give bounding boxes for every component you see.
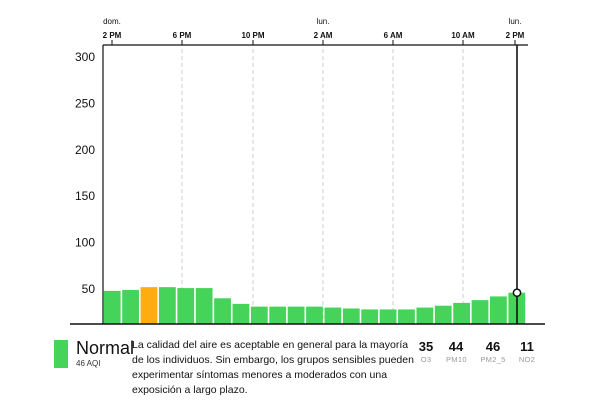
aqi-summary-panel: Normal 46 AQI La calidad del aire es ace… — [0, 330, 600, 400]
aqi-bar — [361, 309, 379, 324]
aqi-bar — [195, 288, 213, 324]
aqi-level-swatch — [54, 340, 68, 368]
pollutant-label: NO2 — [518, 355, 536, 364]
aqi-description: La calidad del aire es aceptable en gene… — [132, 339, 414, 396]
y-tick-label: 200 — [75, 143, 95, 157]
aqi-bar — [158, 287, 176, 324]
x-time-label: 6 AM — [384, 31, 403, 40]
pollutant-value: 11 — [520, 339, 534, 354]
x-day-label: lun. — [317, 17, 330, 26]
x-day-label: lun. — [509, 17, 522, 26]
aqi-bar — [269, 306, 287, 324]
x-time-label: 10 AM — [451, 31, 475, 40]
aqi-bar — [416, 307, 434, 324]
y-tick-label: 100 — [75, 236, 95, 250]
aqi-bar — [342, 308, 360, 324]
y-tick-label: 250 — [75, 96, 95, 110]
pollutant-label: PM10 — [446, 355, 467, 364]
pollutant-no2: 11 NO2 — [518, 338, 536, 365]
aqi-bar — [287, 306, 305, 324]
aqi-bar — [122, 289, 139, 324]
aqi-bar — [232, 303, 250, 324]
pollutant-o3: 35 O3 — [418, 338, 434, 365]
pollutant-pm2-5: 46 PM2_5 — [479, 338, 507, 365]
pollutant-pm10: 44 PM10 — [446, 338, 466, 365]
aqi-bar — [214, 298, 231, 324]
aqi-bar — [103, 290, 121, 324]
aqi-value: 46 AQI — [76, 359, 101, 368]
pollutant-value: 35 — [418, 339, 434, 354]
aqi-bar — [398, 309, 415, 324]
aqi-bar — [306, 306, 323, 324]
aqi-bar — [250, 306, 268, 324]
aqi-bar — [471, 300, 489, 324]
x-day-label: dom. — [103, 17, 121, 26]
pollutant-value: 44 — [448, 339, 464, 354]
x-time-label: 2 PM — [103, 31, 122, 40]
x-time-label: 2 AM — [314, 31, 333, 40]
y-tick-label: 50 — [82, 282, 96, 296]
aqi-bar — [490, 296, 507, 324]
aqi-bar — [453, 302, 471, 324]
aqi-bar — [434, 305, 452, 324]
x-time-label: 6 PM — [173, 31, 192, 40]
aqi-bar — [324, 307, 342, 324]
aqi-bar — [379, 309, 397, 324]
y-tick-label: 300 — [75, 50, 95, 64]
aqi-history-chart: dom. 2 PM 6 PM 10 PM lun. 2 AM 6 AM 10 AM lun. 2 … — [70, 17, 545, 325]
x-time-label: 2 PM — [506, 31, 525, 40]
current-value-marker — [512, 288, 522, 298]
y-tick-label: 150 — [75, 189, 95, 203]
aqi-bar — [177, 288, 195, 324]
pollutant-label: O3 — [420, 355, 432, 364]
pollutant-label: PM2_5 — [480, 355, 506, 364]
aqi-bar — [140, 287, 158, 324]
pollutant-value: 46 — [485, 339, 501, 354]
aqi-level-name: Normal — [76, 338, 135, 358]
x-time-label: 10 PM — [241, 31, 264, 40]
